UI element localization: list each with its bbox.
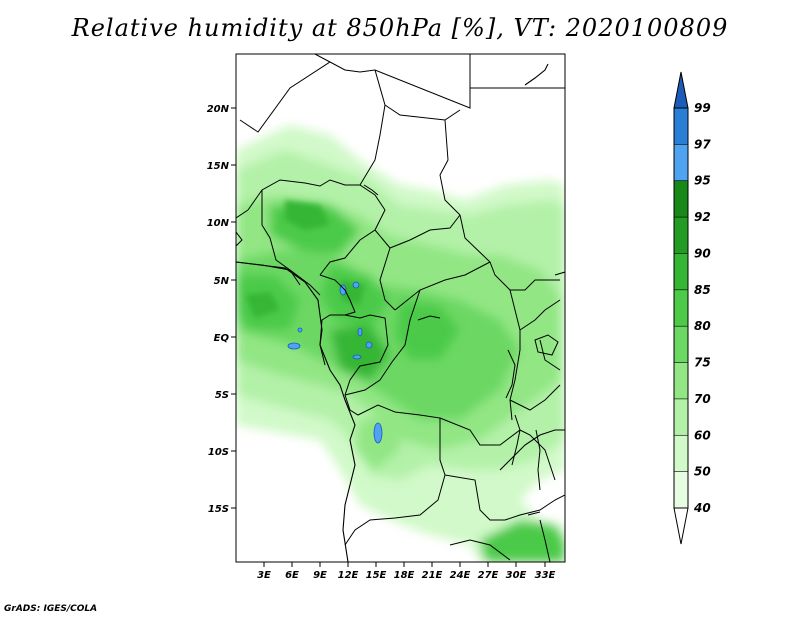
lat-label: 15N: [207, 161, 230, 172]
colorbar-label: 90: [694, 246, 711, 260]
colorbar-segment: [674, 217, 688, 254]
lon-label: 15E: [366, 570, 387, 581]
colorbar-label: 75: [694, 356, 711, 370]
lon-label: 24E: [450, 570, 471, 581]
lon-label: 6E: [285, 570, 299, 581]
lon-label: 27E: [478, 570, 499, 581]
lat-axis: [231, 107, 236, 509]
lat-label: 10N: [207, 218, 230, 229]
map-title: Relative humidity at 850hPa [%], VT: 202…: [71, 14, 729, 42]
colorbar-segment: [674, 471, 688, 508]
map-frame: [235, 53, 566, 563]
colorbar-segment: [674, 180, 688, 218]
colorbar-segment: [673, 507, 689, 545]
lon-label: 21E: [422, 570, 443, 581]
lon-label: 3E: [257, 570, 271, 581]
colorbar-label: 80: [694, 319, 711, 333]
lon-label: 9E: [313, 570, 327, 581]
colorbar-label: 50: [694, 465, 711, 479]
humidity-field: [236, 125, 565, 562]
lon-label: 12E: [338, 570, 359, 581]
colorbar-segment: [674, 289, 688, 327]
colorbar-label: 85: [694, 283, 711, 297]
colorbar-segment: [674, 253, 688, 290]
lon-axis: [263, 562, 546, 567]
lakes: [363, 184, 559, 516]
lon-label: 18E: [394, 570, 415, 581]
colorbar-label: 97: [694, 137, 711, 151]
colorbar-segment: [674, 398, 688, 436]
colorbar-segment: [674, 362, 688, 399]
lon-label: 33E: [535, 570, 556, 581]
colorbar-label: 92: [694, 210, 711, 224]
lat-label: 15S: [208, 504, 229, 515]
colorbar-segment: [673, 71, 689, 109]
colorbar-label: 99: [694, 101, 711, 115]
lon-label: 30E: [506, 570, 527, 581]
lat-label: 5S: [215, 390, 229, 401]
lat-label: 5N: [214, 276, 230, 287]
colorbar-segment: [674, 144, 688, 181]
colorbar-segment: [674, 326, 688, 363]
credit-label: GrADS: IGES/COLA: [4, 604, 98, 614]
coastline: [236, 63, 565, 562]
lat-label: 10S: [208, 447, 229, 458]
colorbar-label: 70: [694, 392, 711, 406]
colorbar-segment: [674, 108, 688, 145]
lat-label: 20N: [207, 104, 230, 115]
colorbar-label: 60: [694, 428, 711, 442]
lat-label: EQ: [214, 333, 230, 344]
colorbar-label: 40: [693, 501, 711, 515]
colorbar: 40 50 60 70 75 80 85 90 92 95 97 99: [673, 71, 711, 545]
colorbar-segment: [674, 435, 688, 472]
colorbar-label: 95: [694, 174, 711, 188]
